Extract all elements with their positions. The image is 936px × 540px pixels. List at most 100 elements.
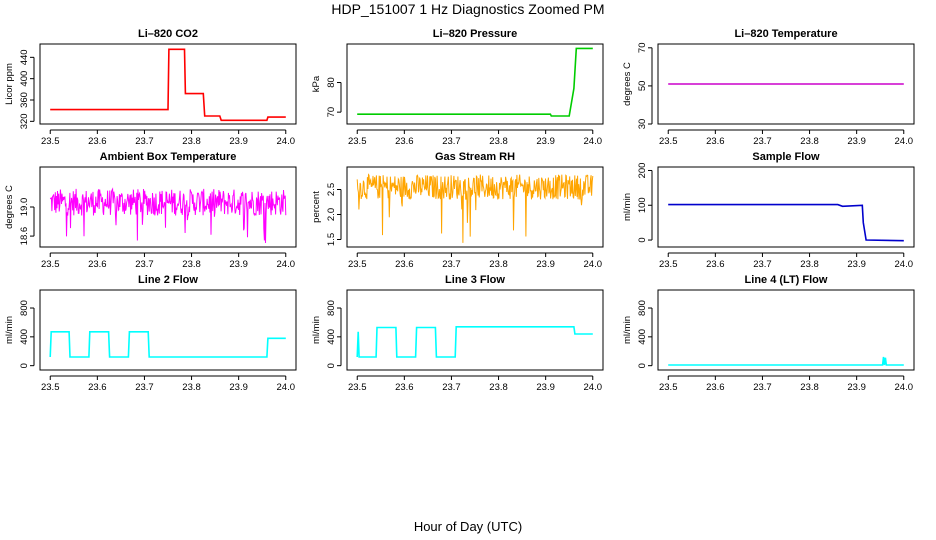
x-tick-label: 23.5 xyxy=(348,136,367,147)
x-tick-label: 23.8 xyxy=(489,382,508,393)
y-tick-label: 0 xyxy=(637,237,648,242)
panel-title: Line 3 Flow xyxy=(445,274,505,286)
x-tick-label: 23.7 xyxy=(135,259,154,270)
y-tick-label: 0 xyxy=(637,363,648,368)
plot-frame xyxy=(39,289,297,371)
y-axis-label: ml/min xyxy=(4,316,15,344)
panel-1: Li–820 CO2 Licor ppm 23.5 23.6 23.7 23.8 23.9 2… xyxy=(4,28,297,147)
y-axis-label: kPa xyxy=(311,75,322,92)
panel-title: Gas Stream RH xyxy=(435,151,515,163)
y-axis-label: percent xyxy=(311,191,322,223)
y-axis-label: Licor ppm xyxy=(4,63,15,105)
y-tick-label: 70 xyxy=(326,107,337,118)
x-tick-label: 23.6 xyxy=(706,259,725,270)
x-tick-label: 24.0 xyxy=(584,382,603,393)
x-tick-label: 23.7 xyxy=(753,382,772,393)
x-tick-label: 23.8 xyxy=(489,259,508,270)
y-tick-label: 18.6 xyxy=(19,227,30,246)
panel-title: Line 2 Flow xyxy=(138,274,198,286)
y-tick-label: 70 xyxy=(637,43,648,54)
x-tick-label: 23.9 xyxy=(847,259,866,270)
y-tick-label: 320 xyxy=(19,113,30,129)
x-tick-label: 23.7 xyxy=(442,382,461,393)
y-tick-label: 80 xyxy=(326,77,337,88)
plot-frame xyxy=(39,43,297,125)
series-line xyxy=(668,356,904,366)
x-tick-label: 23.9 xyxy=(536,382,555,393)
panel-title: Line 4 (LT) Flow xyxy=(745,274,828,286)
x-tick-label: 23.9 xyxy=(229,259,248,270)
plot-frame xyxy=(657,166,915,248)
x-tick-label: 23.9 xyxy=(229,136,248,147)
x-tick-label: 23.7 xyxy=(135,136,154,147)
x-tick-label: 24.0 xyxy=(277,382,296,393)
y-tick-label: 200 xyxy=(637,163,648,179)
y-tick-label: 30 xyxy=(637,119,648,130)
panel-title: Ambient Box Temperature xyxy=(100,151,237,163)
y-tick-label: 19.0 xyxy=(19,198,30,217)
x-tick-label: 23.8 xyxy=(800,382,819,393)
x-tick-label: 23.8 xyxy=(182,259,201,270)
y-tick-label: 1.5 xyxy=(326,233,337,246)
y-axis-label: degrees C xyxy=(4,185,15,229)
panel-5: Gas Stream RH percent 23.5 23.6 23.7 23.8 23.9… xyxy=(311,151,604,270)
x-tick-label: 23.7 xyxy=(135,382,154,393)
x-tick-label: 23.6 xyxy=(395,136,414,147)
y-tick-label: 800 xyxy=(326,300,337,316)
x-tick-label: 23.7 xyxy=(442,136,461,147)
y-axis-label: degrees C xyxy=(622,62,633,106)
plot-frame xyxy=(39,166,297,248)
x-tick-label: 23.8 xyxy=(182,136,201,147)
panel-3: Li–820 Temperature degrees C 23.5 23.6 23.7 2… xyxy=(622,28,915,147)
y-tick-label: 440 xyxy=(19,49,30,65)
x-tick-label: 24.0 xyxy=(895,136,914,147)
panel-8: Line 3 Flow ml/min 23.5 23.6 23.7 23.8 23.9 24.… xyxy=(311,274,604,393)
x-tick-label: 24.0 xyxy=(895,382,914,393)
x-tick-label: 23.5 xyxy=(659,259,678,270)
x-tick-label: 23.9 xyxy=(536,259,555,270)
y-tick-label: 100 xyxy=(637,197,648,213)
y-tick-label: 400 xyxy=(19,329,30,345)
x-tick-label: 23.7 xyxy=(442,259,461,270)
x-tick-label: 23.5 xyxy=(659,136,678,147)
series-line xyxy=(356,173,594,243)
x-tick-label: 24.0 xyxy=(895,259,914,270)
panel-9: Line 4 (LT) Flow ml/min 23.5 23.6 23.7 23.8 23… xyxy=(622,274,915,393)
x-tick-label: 23.9 xyxy=(847,136,866,147)
x-tick-label: 23.8 xyxy=(800,259,819,270)
y-tick-label: 400 xyxy=(637,329,648,345)
y-tick-label: 400 xyxy=(19,71,30,87)
panel-7: Line 2 Flow ml/min 23.5 23.6 23.7 23.8 23.9 24.… xyxy=(4,274,297,393)
panel-2: Li–820 Pressure kPa 23.5 23.6 23.7 23.8 23.9 24… xyxy=(311,28,604,147)
series-line xyxy=(49,187,287,244)
plot-frame xyxy=(346,289,604,371)
x-tick-label: 24.0 xyxy=(584,259,603,270)
x-tick-label: 23.9 xyxy=(229,382,248,393)
panel-4: Ambient Box Temperature degrees C 23.5 23.6… xyxy=(4,151,297,270)
figure-xlabel: Hour of Day (UTC) xyxy=(414,519,522,534)
y-tick-label: 2.5 xyxy=(326,183,337,196)
x-tick-label: 24.0 xyxy=(277,136,296,147)
plot-frame xyxy=(346,43,604,125)
x-tick-label: 23.6 xyxy=(706,382,725,393)
figure-title: HDP_151007 1 Hz Diagnostics Zoomed PM xyxy=(331,1,604,17)
y-tick-label: 360 xyxy=(19,92,30,108)
y-tick-label: 800 xyxy=(19,300,30,316)
y-axis-label: ml/min xyxy=(622,316,633,344)
x-tick-label: 23.7 xyxy=(753,136,772,147)
x-tick-label: 23.7 xyxy=(753,259,772,270)
panel-6: Sample Flow ml/min 23.5 23.6 23.7 23.8 23.9 24.… xyxy=(622,151,915,270)
plot-frame xyxy=(657,289,915,371)
x-tick-label: 23.5 xyxy=(41,382,60,393)
panel-title: Li–820 Pressure xyxy=(433,28,517,40)
panel-title: Li–820 Temperature xyxy=(734,28,837,40)
x-tick-label: 23.8 xyxy=(182,382,201,393)
panel-title: Li–820 CO2 xyxy=(138,28,198,40)
series-line xyxy=(356,326,593,358)
x-tick-label: 24.0 xyxy=(277,259,296,270)
x-tick-label: 23.6 xyxy=(395,382,414,393)
plot-frame xyxy=(346,166,604,248)
x-tick-label: 23.5 xyxy=(348,259,367,270)
x-tick-label: 23.6 xyxy=(88,382,107,393)
